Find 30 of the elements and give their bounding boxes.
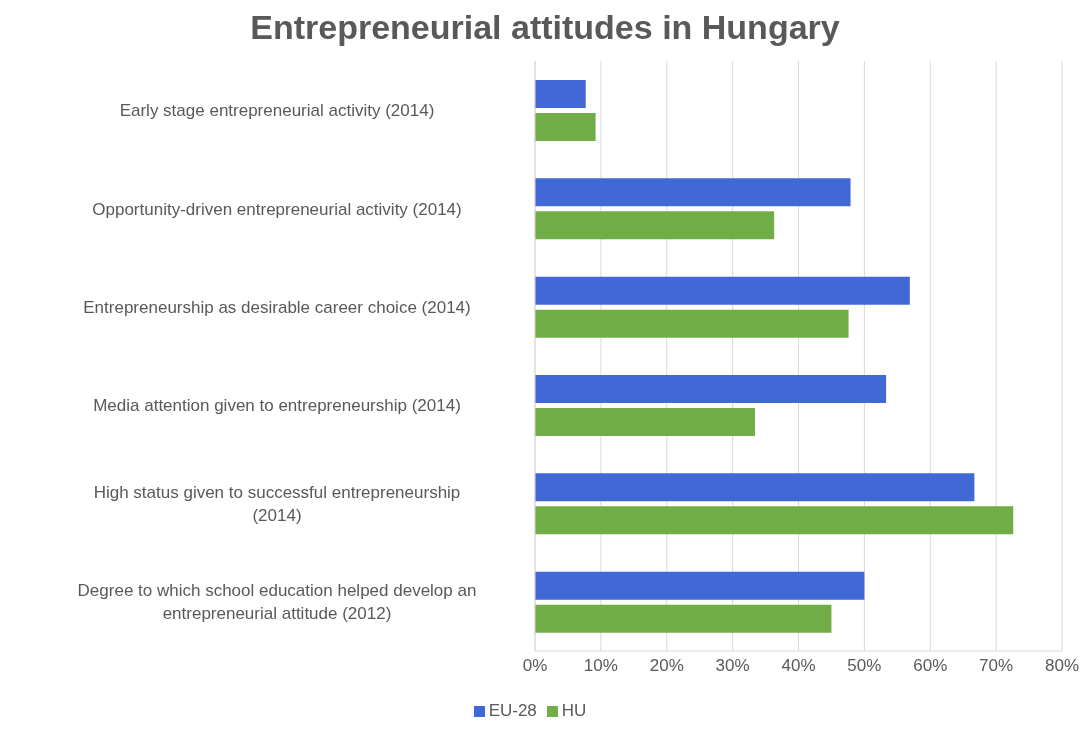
x-tick-label: 50% <box>847 656 882 676</box>
y-tick-label: Entrepreneurship as desirable career choice (2014) <box>83 297 471 317</box>
y-tick-label: High status given to successful entrepreneurship (2014) <box>93 482 461 525</box>
bar <box>535 473 975 502</box>
bar <box>535 571 865 600</box>
x-tick-label: 40% <box>781 656 816 676</box>
y-tick-label: Early stage entrepreneurial activity (2014) <box>119 100 435 120</box>
bar <box>535 506 1014 535</box>
y-tick-label: Degree to which school education helped develop an entrepreneurial attitude (2012) <box>77 580 477 623</box>
x-tick-label: 20% <box>649 656 684 676</box>
x-tick-label: 30% <box>715 656 750 676</box>
chart-title: Entrepreneurial attitudes in Hungary <box>249 8 841 47</box>
bar <box>535 211 775 240</box>
bar <box>535 408 756 436</box>
legend-label: HU <box>561 701 587 720</box>
bar <box>535 80 586 108</box>
y-tick-label: Media attention given to entrepreneurship (2014) <box>93 395 461 415</box>
bar <box>535 309 849 338</box>
bar <box>535 375 887 403</box>
x-tick-label: 70% <box>979 656 1014 676</box>
x-tick-label: 10% <box>583 656 618 676</box>
y-tick-label: Opportunity-driven entrepreneurial activity (2014) <box>92 199 462 218</box>
legend-label: EU-28 <box>488 701 537 720</box>
x-tick-label: 60% <box>913 656 948 676</box>
bar <box>535 276 910 305</box>
x-tick-label: 0% <box>522 656 548 676</box>
x-tick-label: 80% <box>1044 656 1080 676</box>
bar <box>535 178 851 207</box>
bar <box>535 113 596 141</box>
bar <box>535 604 832 633</box>
